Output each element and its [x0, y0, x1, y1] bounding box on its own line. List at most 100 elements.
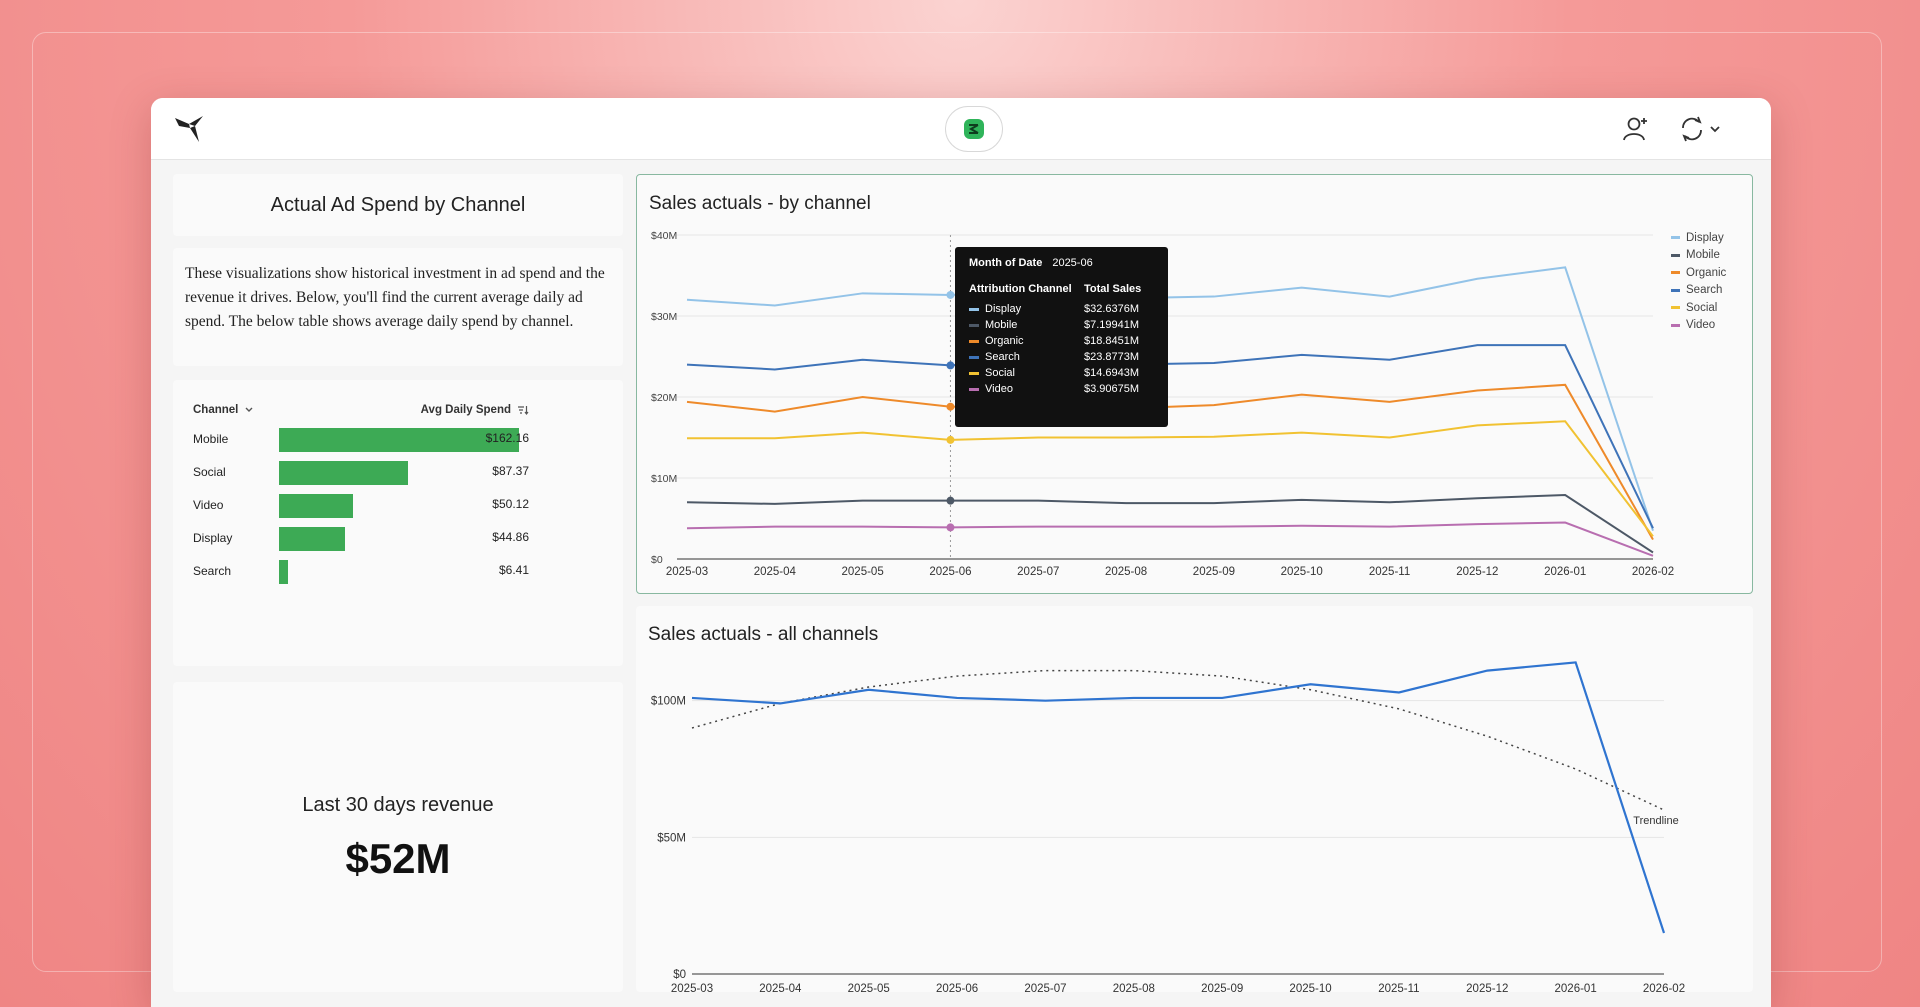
add-user-icon[interactable]	[1619, 112, 1653, 146]
chart-by-channel: $0 $10M $20M $30M $40M 2025-03 2025-04 2025-05 2…	[651, 230, 1674, 578]
legend-item[interactable]: Mobile	[1671, 247, 1726, 265]
tooltip-row: Search $23.8773M	[969, 349, 1154, 365]
series-line-mobile	[686, 493, 1654, 554]
column-header-spend[interactable]: Avg Daily Spend	[421, 404, 529, 416]
x-tick-label: 2025-11	[1369, 566, 1410, 578]
tooltip-swatch	[969, 307, 979, 311]
table-row[interactable]: Mobile $162.16	[193, 422, 529, 455]
chart-all-channels-card[interactable]: Sales actuals - all channels $0 $50M $100M…	[636, 606, 1753, 992]
spend-table: Channel Avg Daily Spend Mobile $162.16 Soc…	[193, 398, 529, 587]
x-tick-label: 2025-11	[1378, 983, 1419, 992]
tooltip-row: Display $32.6376M	[969, 301, 1154, 317]
bird-logo-icon[interactable]	[173, 112, 211, 146]
y-tick-label: $0	[673, 969, 686, 981]
tooltip-col-channel: Attribution Channel	[969, 283, 1072, 295]
x-tick-label: 2025-09	[1201, 983, 1243, 992]
description-text: These visualizations show historical inv…	[185, 265, 605, 330]
legend-label: Social	[1686, 301, 1718, 314]
chart2-title: Sales actuals - all channels	[648, 624, 879, 645]
table-row[interactable]: Display $44.86	[193, 521, 529, 554]
table-cell-spend: $162.16	[485, 431, 529, 445]
x-tick-label: 2025-04	[759, 983, 802, 992]
y-tick-label: $20M	[651, 392, 677, 404]
x-tick-label: 2025-06	[929, 566, 971, 578]
legend-label: Organic	[1686, 266, 1727, 279]
trendline-label: Trendline	[1633, 815, 1678, 827]
chart1-title: Sales actuals - by channel	[649, 193, 871, 214]
kpi-label: Last 30 days revenue	[302, 794, 494, 816]
legend-swatch	[1671, 306, 1680, 310]
table-row[interactable]: Video $50.12	[193, 488, 529, 521]
tooltip-row: Organic $18.8451M	[969, 333, 1154, 349]
tooltip-channel-label: Video	[985, 383, 1013, 395]
y-tick-label: $100M	[651, 696, 686, 708]
trendline	[691, 669, 1665, 811]
legend-item[interactable]: Video	[1671, 317, 1726, 335]
sort-desc-icon	[518, 406, 529, 415]
tooltip-channel-label: Social	[985, 367, 1015, 379]
refresh-icon[interactable]	[1675, 112, 1709, 146]
table-row[interactable]: Social $87.37	[193, 455, 529, 488]
column-header-channel[interactable]: Channel	[193, 404, 254, 416]
y-tick-label: $40M	[651, 230, 677, 242]
left-title: Actual Ad Spend by Channel	[270, 194, 526, 216]
chevron-down-icon[interactable]	[1705, 112, 1725, 146]
tooltip-month-label: Month of Date	[969, 257, 1043, 269]
column-header-spend-label: Avg Daily Spend	[420, 404, 511, 416]
table-cell-channel: Search	[193, 563, 232, 578]
tooltip-swatch	[969, 371, 979, 375]
legend-label: Mobile	[1686, 249, 1720, 262]
legend-item[interactable]: Display	[1671, 229, 1726, 247]
tooltip-value: $14.6943M	[1084, 367, 1140, 379]
tooltip-row: Social $14.6943M	[969, 365, 1154, 381]
series-line-total	[691, 661, 1666, 934]
x-tick-label: 2025-03	[666, 566, 708, 578]
legend-swatch	[1671, 271, 1680, 275]
y-tick-label: $50M	[657, 832, 686, 844]
series-line-search	[686, 344, 1654, 529]
x-tick-label: 2026-02	[1632, 566, 1674, 578]
series-point-social	[946, 435, 955, 444]
x-tick-label: 2026-01	[1555, 983, 1597, 992]
legend-swatch	[1671, 236, 1680, 240]
table-cell-spend: $50.12	[492, 497, 529, 511]
x-tick-label: 2025-05	[848, 983, 890, 992]
tooltip-value: $7.19941M	[1084, 319, 1140, 331]
y-tick-label: $30M	[651, 311, 677, 323]
legend-swatch	[1671, 253, 1680, 257]
series-line-display	[686, 266, 1654, 531]
tooltip-value: $18.8451M	[1084, 335, 1140, 347]
table-row[interactable]: Search $6.41	[193, 554, 529, 587]
tooltip-swatch	[969, 355, 979, 359]
kpi-card: Last 30 days revenue $52M	[173, 682, 623, 992]
tooltip-channel: Video	[969, 383, 1013, 395]
table-cell-channel: Social	[193, 464, 226, 479]
series-point-organic	[946, 402, 955, 411]
tooltip-swatch	[969, 387, 979, 391]
series-line-organic	[686, 383, 1654, 541]
chart-all-channels: $0 $50M $100M 2025-03 2025-04 2025-05 2025-06 2…	[651, 661, 1685, 992]
spend-table-card: Channel Avg Daily Spend Mobile $162.16 Soc…	[173, 380, 623, 666]
legend-item[interactable]: Search	[1671, 282, 1726, 300]
x-tick-label: 2025-06	[936, 983, 978, 992]
x-tick-label: 2025-08	[1113, 983, 1155, 992]
legend-label: Display	[1686, 231, 1724, 244]
tooltip-channel: Search	[969, 351, 1020, 363]
x-tick-label: 2025-07	[1017, 566, 1059, 578]
legend-item[interactable]: Social	[1671, 299, 1726, 317]
x-tick-label: 2025-09	[1193, 566, 1235, 578]
tooltip-channel-label: Display	[985, 303, 1022, 315]
series-point-video	[946, 523, 955, 532]
sigma-badge-icon[interactable]	[945, 106, 1003, 152]
chart-by-channel-card[interactable]: Sales actuals - by channel $0 $10M $20M $30…	[636, 174, 1753, 594]
x-tick-label: 2025-12	[1456, 566, 1498, 578]
legend-label: Search	[1686, 284, 1723, 297]
tooltip-col-total: Total Sales	[1084, 283, 1142, 295]
app-window: Actual Ad Spend by Channel These visuali…	[151, 98, 1771, 1007]
legend-item[interactable]: Organic	[1671, 264, 1726, 282]
description-card: These visualizations show historical inv…	[173, 248, 623, 366]
tooltip-channel: Organic	[969, 335, 1024, 347]
table-header: Channel Avg Daily Spend	[193, 398, 529, 422]
y-tick-label: $0	[651, 554, 663, 566]
tooltip-channel: Social	[969, 367, 1015, 379]
